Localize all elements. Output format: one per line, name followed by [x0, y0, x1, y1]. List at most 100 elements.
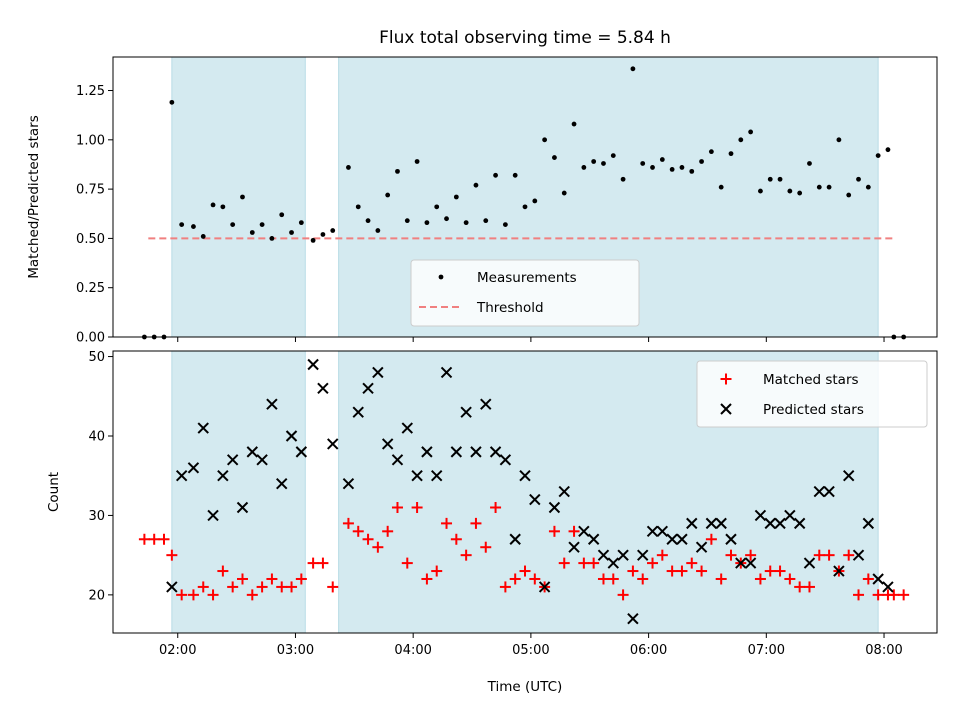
ratio-legend-box: [410, 259, 640, 327]
measurement-point: [210, 202, 216, 208]
matched-star-point: [813, 549, 825, 561]
measurement-point: [220, 204, 226, 210]
predicted-star-point: [823, 485, 835, 498]
measurement-point: [708, 149, 714, 155]
measurement-point: [375, 228, 381, 233]
x-tick-label: 03:00: [277, 643, 314, 658]
predicted-star-point: [852, 549, 865, 561]
measurement-point: [718, 184, 724, 190]
measurement-point: [699, 159, 704, 164]
y-tick-label: 30: [88, 509, 105, 524]
predicted-star-point: [431, 470, 443, 482]
legend-measurements-marker: [438, 274, 444, 280]
measurement-point: [424, 220, 430, 226]
predicted-star-point: [529, 493, 541, 506]
predicted-star-point: [597, 549, 610, 561]
matched-star-point: [342, 517, 354, 529]
matched-star-point: [256, 581, 268, 593]
measurement-point: [669, 166, 675, 172]
predicted-star-point: [784, 509, 796, 522]
predicted-star-point: [509, 533, 521, 545]
matched-star-point: [627, 565, 639, 577]
ratio-x-axis-ticks: [177, 337, 885, 342]
y-tick-label: 20: [88, 588, 105, 603]
predicted-star-point: [285, 430, 298, 442]
predicted-star-point: [499, 454, 512, 466]
measurement-point: [463, 220, 469, 226]
matched-star-point: [676, 565, 688, 577]
predicted-star-point: [327, 438, 339, 450]
measurement-point: [259, 222, 265, 228]
measurement-point: [552, 155, 557, 160]
legend-matched-marker: [720, 373, 732, 385]
measurement-point: [777, 176, 783, 182]
x-tick-label: 02:00: [159, 643, 196, 658]
matched-star-point: [898, 589, 910, 601]
predicted-star-point: [715, 517, 727, 530]
measurement-point: [310, 237, 316, 243]
ratio-panel: 0.00 0.25 0.50 0.75 1.00 1.25 Flux total obse…: [26, 28, 938, 346]
matched-star-point: [480, 541, 492, 553]
legend-plus-glyph: [720, 373, 732, 385]
y-tick-label: 1.25: [76, 84, 105, 99]
predicted-star-point: [705, 517, 718, 530]
y-tick-label: 40: [88, 429, 105, 444]
matched-star-point: [803, 581, 815, 593]
predicted-star-point: [568, 541, 580, 553]
count-legend-box: [696, 360, 928, 428]
matched-star-point: [607, 573, 619, 585]
predicted-star-point: [744, 557, 757, 569]
predicted-star-point: [421, 446, 433, 458]
measurement-point: [414, 159, 420, 164]
predicted-star-point: [538, 581, 551, 593]
ratio-plot-frame: [112, 56, 938, 338]
count-x-axis-ticks: 02:00 03:00 04:00 05:00 06:00 07:00 08:00: [159, 633, 903, 658]
matched-star-point: [774, 565, 786, 577]
matched-star-point: [411, 501, 423, 513]
matched-star-point: [588, 557, 600, 569]
matched-star-point: [401, 557, 413, 569]
matched-star-point: [470, 517, 482, 529]
matched-star-point: [784, 573, 796, 585]
measurement-point: [846, 192, 852, 198]
matched-star-point: [888, 589, 900, 601]
predicted-stars-points: [166, 358, 894, 625]
predicted-star-point: [460, 406, 472, 418]
y-tick-label: 50: [88, 350, 105, 365]
measurement-point: [797, 190, 803, 196]
measurement-point: [856, 176, 861, 182]
predicted-star-point: [833, 565, 845, 577]
measurement-point: [502, 222, 508, 228]
measurement-point: [630, 66, 636, 72]
matched-star-point: [666, 565, 678, 577]
measurement-point: [738, 137, 744, 143]
matched-star-point: [176, 589, 188, 601]
predicted-star-point: [372, 366, 384, 379]
matched-star-point: [686, 557, 698, 569]
matched-star-point: [217, 565, 229, 577]
measurement-point: [249, 230, 255, 235]
matched-star-point: [421, 573, 433, 585]
matched-star-point: [352, 525, 364, 537]
x-tick-label: 07:00: [748, 643, 785, 658]
predicted-star-point: [764, 517, 776, 530]
predicted-star-point: [862, 517, 875, 530]
matched-star-point: [317, 557, 329, 569]
measurement-point: [200, 234, 206, 239]
legend-cross-glyph: [720, 403, 732, 415]
matched-star-point: [266, 573, 278, 585]
matched-star-point: [295, 573, 307, 585]
predicted-star-point: [187, 462, 200, 474]
matched-star-point: [647, 557, 659, 569]
measurement-point: [581, 165, 587, 170]
predicted-star-point: [256, 454, 268, 466]
predicted-star-point: [266, 398, 278, 410]
measurement-point: [689, 168, 695, 174]
count-plot-frame: [112, 350, 938, 634]
measurement-point: [169, 99, 175, 105]
matched-star-point: [499, 581, 511, 593]
matched-star-point: [362, 533, 374, 545]
measurement-point: [816, 184, 822, 190]
ratio-legend: Measurements Threshold: [410, 259, 640, 327]
y-tick-label: 0.75: [76, 183, 105, 198]
